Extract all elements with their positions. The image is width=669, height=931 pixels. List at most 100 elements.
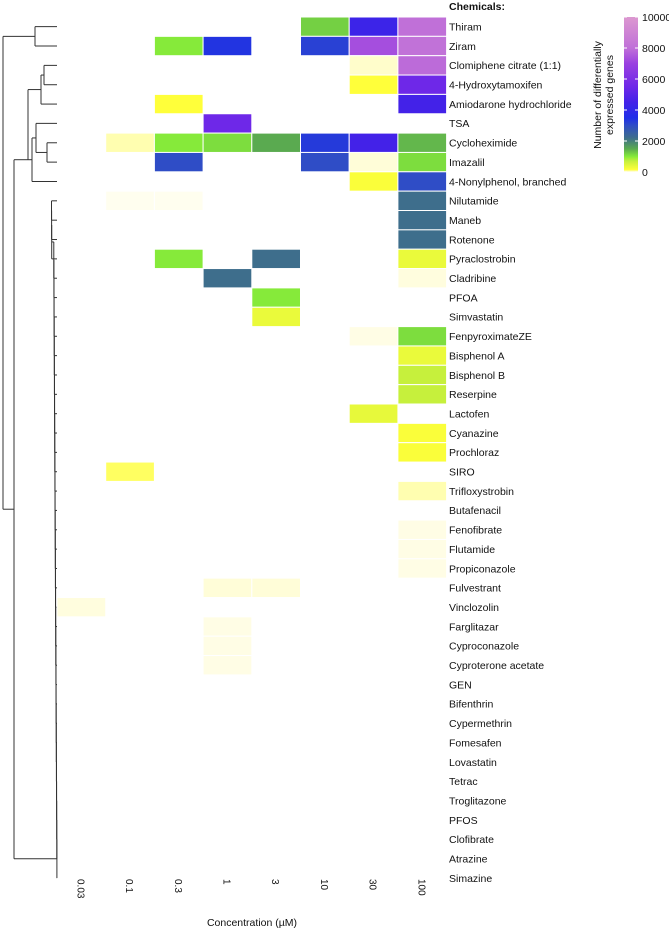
heatmap-cell (397, 93, 448, 115)
heatmap-cell (397, 326, 448, 347)
chemical-label: Butafenacil (449, 505, 501, 517)
concentration-tick: 1 (220, 879, 231, 885)
chemical-label: Prochloraz (449, 447, 499, 459)
chemical-label: Thiram (449, 21, 482, 33)
color-legend: 10000 8000 6000 4000 2000 0 Number of differe… (592, 12, 669, 179)
legend-tick-label: 0 (642, 167, 648, 179)
chemical-label: Cyproterone acetate (449, 660, 544, 672)
heatmap-cell (397, 480, 448, 502)
chemical-label: Cladribine (449, 273, 496, 285)
legend-tick-label: 4000 (642, 105, 666, 117)
heatmap-cell (202, 635, 253, 657)
chemical-label: Maneb (449, 215, 481, 227)
heatmap-cell (153, 248, 204, 270)
chemical-label: Clofibrate (449, 834, 494, 846)
heatmap-cell (348, 35, 399, 57)
heatmap-cell (153, 190, 204, 211)
heatmap-cell (251, 577, 302, 599)
legend-tick-label: 2000 (642, 136, 666, 148)
legend-title-line2: expressed genes (604, 55, 616, 135)
heatmap-cell (202, 35, 253, 57)
heatmap-cell (397, 229, 448, 250)
chemical-label: Atrazine (449, 854, 488, 866)
chemical-label: Flutamide (449, 544, 495, 556)
chemical-label: Reserpine (449, 389, 497, 401)
concentration-tick: 0.3 (172, 879, 183, 893)
heatmap-cell (397, 190, 448, 211)
concentration-tick: 0.1 (123, 879, 134, 893)
heatmap-cell (397, 210, 448, 231)
heatmap-cell (202, 616, 253, 637)
heatmap-cell (348, 74, 399, 95)
heatmap-cell (153, 93, 204, 115)
chemical-label: Lovastatin (449, 757, 497, 769)
heatmap-cell (251, 287, 302, 308)
concentration-tick: 10 (318, 879, 329, 891)
heatmap-cell (202, 655, 253, 676)
heatmap-cell (397, 538, 448, 560)
heatmap-cell (348, 151, 399, 173)
chemical-label: Cyanazine (449, 428, 499, 440)
heatmap-cell (397, 132, 448, 153)
heatmap-cell (300, 16, 350, 37)
heatmap-cell (348, 171, 399, 192)
heatmap-cell (397, 16, 448, 37)
heatmap-cell (202, 113, 253, 134)
legend-title-line1: Number of differentially (592, 40, 604, 149)
heatmap-cell (397, 558, 448, 579)
chemical-label: Troglitazone (449, 795, 507, 807)
heatmap-cell (397, 442, 448, 463)
chemical-label: Bisphenol A (449, 350, 504, 362)
chemical-label: TSA (449, 118, 469, 130)
legend-tick-label: 6000 (642, 74, 666, 86)
chemical-label: Farglitazar (449, 621, 499, 633)
chemical-label: FenpyroximateZE (449, 331, 532, 343)
chemical-label: Lactofen (449, 408, 489, 420)
chemicals-header: Chemicals: (449, 1, 505, 13)
heatmap-cell (300, 35, 350, 57)
heatmap-cell (348, 132, 399, 153)
chemical-label: Imazalil (449, 157, 485, 169)
x-axis-title: Concentration (µM) (207, 917, 297, 929)
heatmap-cell (105, 190, 155, 211)
chemical-label: Propiconazole (449, 563, 516, 575)
heatmap-cell (300, 132, 350, 153)
heatmap-cell (397, 268, 448, 289)
chemical-label: Trifloxystrobin (449, 486, 514, 498)
chemical-label: Clomiphene citrate (1:1) (449, 60, 561, 72)
chemical-label: Bifenthrin (449, 699, 494, 711)
heatmap-cell (105, 132, 155, 153)
heatmap-cell (348, 16, 399, 37)
heatmap-cell (348, 326, 399, 347)
chemical-label: Fomesafen (449, 737, 502, 749)
chemical-label: Fenofibrate (449, 525, 502, 537)
heatmap-cell (397, 151, 448, 173)
heatmap-cell (202, 132, 253, 153)
heatmap-cell (153, 35, 204, 57)
chemical-label: Tetrac (449, 776, 478, 788)
chemical-label: Bisphenol B (449, 370, 505, 382)
heatmap-cell (202, 268, 253, 289)
heatmap-cell (300, 151, 350, 173)
dendrogram (2, 26, 58, 879)
chemical-label: GEN (449, 679, 472, 691)
chemical-label: PFOS (449, 815, 478, 827)
chemical-label: Simazine (449, 873, 492, 885)
chemical-label: Vinclozolin (449, 602, 499, 614)
heatmap-cell (251, 248, 302, 270)
concentration-tick: 0.03 (74, 879, 85, 899)
heatmap-cell (153, 151, 204, 173)
heatmap-cell (397, 248, 448, 270)
chemical-label: Cyproconazole (449, 641, 519, 653)
legend-ticks: 10000 8000 6000 4000 2000 0 (624, 12, 669, 179)
heatmap-cell (397, 74, 448, 95)
heatmap-cell (397, 384, 448, 405)
chemical-labels: Thiram Ziram Clomiphene citrate (1:1) 4-Hyd… (449, 21, 572, 884)
heatmap-cell (251, 132, 302, 153)
chemical-label: Simvastatin (449, 312, 503, 324)
heatmap-cells (56, 16, 448, 676)
chemical-label: Fulvestrant (449, 583, 501, 595)
heatmap-cell (202, 577, 253, 599)
chemical-label: 4-Hydroxytamoxifen (449, 80, 543, 92)
